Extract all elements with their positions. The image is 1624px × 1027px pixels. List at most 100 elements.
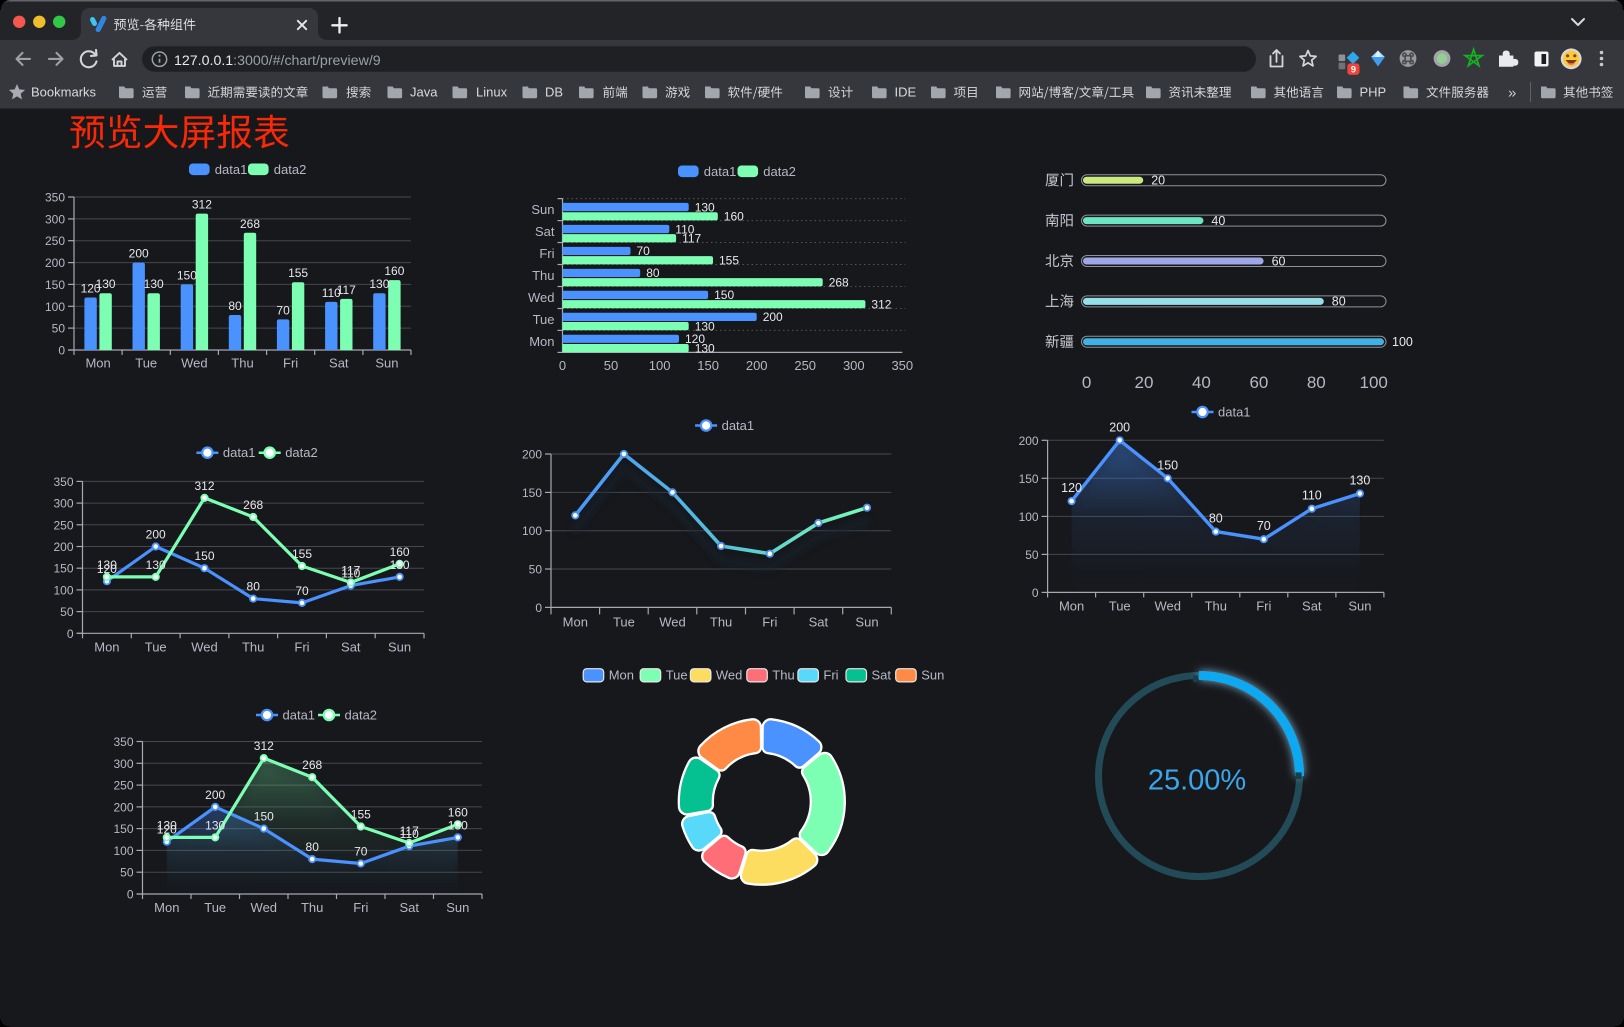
svg-text:data1: data1 (223, 445, 256, 460)
svg-text:50: 50 (604, 358, 618, 373)
svg-text:100: 100 (113, 844, 133, 858)
svg-text:80: 80 (1209, 512, 1223, 526)
svg-text:Sat: Sat (1302, 598, 1322, 613)
svg-text:110: 110 (322, 286, 341, 300)
svg-text:Tue: Tue (613, 614, 635, 629)
svg-text:130: 130 (448, 818, 468, 832)
svg-text:350: 350 (113, 735, 133, 749)
svg-text:Tue: Tue (1109, 598, 1131, 613)
svg-text:0: 0 (559, 358, 566, 373)
svg-text:130: 130 (157, 818, 177, 832)
svg-text:Thu: Thu (710, 614, 732, 629)
svg-text:120: 120 (157, 823, 177, 837)
svg-text:50: 50 (52, 322, 66, 336)
svg-text:Sun: Sun (1348, 598, 1371, 613)
svg-text:Fri: Fri (762, 614, 777, 629)
svg-text:Linux: Linux (476, 85, 508, 100)
svg-text:Wed: Wed (659, 614, 686, 629)
svg-text:40: 40 (1211, 214, 1225, 228)
svg-text:300: 300 (45, 212, 65, 226)
svg-text:40: 40 (1192, 373, 1211, 392)
svg-text:Mon: Mon (94, 639, 119, 654)
svg-text:100: 100 (45, 300, 65, 314)
svg-text:Tue: Tue (666, 668, 688, 683)
svg-text:150: 150 (113, 822, 133, 836)
svg-text:117: 117 (682, 232, 701, 246)
svg-text:Sun: Sun (855, 614, 878, 629)
svg-text:70: 70 (354, 845, 368, 859)
svg-text:50: 50 (120, 866, 134, 880)
svg-text:IDE: IDE (895, 85, 917, 100)
svg-text:Fri: Fri (1256, 598, 1271, 613)
svg-text:312: 312 (254, 739, 274, 753)
svg-text:250: 250 (53, 518, 73, 532)
svg-text:50: 50 (529, 563, 543, 577)
svg-text:110: 110 (675, 222, 694, 236)
svg-text:150: 150 (254, 810, 274, 824)
svg-text:268: 268 (243, 498, 263, 512)
svg-text:200: 200 (113, 800, 133, 814)
svg-text:Thu: Thu (301, 900, 323, 915)
svg-text:130: 130 (369, 277, 389, 291)
svg-text:200: 200 (522, 448, 542, 462)
svg-text:70: 70 (637, 244, 651, 258)
svg-text:200: 200 (763, 310, 783, 324)
svg-text:Sun: Sun (446, 900, 469, 915)
svg-text:Sat: Sat (341, 639, 361, 654)
svg-text:130: 130 (695, 200, 715, 214)
svg-text:120: 120 (81, 282, 101, 296)
svg-text:Fri: Fri (823, 668, 838, 683)
svg-text:80: 80 (646, 266, 660, 280)
svg-text:150: 150 (194, 549, 214, 563)
svg-text:300: 300 (843, 358, 865, 373)
svg-text:80: 80 (247, 580, 261, 594)
svg-text:312: 312 (192, 198, 212, 212)
svg-text:data2: data2 (763, 164, 796, 179)
svg-text:Tue: Tue (145, 639, 167, 654)
svg-text:60: 60 (1272, 254, 1286, 268)
svg-text:117: 117 (341, 564, 360, 578)
svg-text:155: 155 (288, 266, 308, 280)
svg-text:data1: data1 (283, 708, 316, 723)
svg-text:DB: DB (545, 85, 563, 100)
svg-text:80: 80 (228, 299, 242, 313)
svg-text:Fri: Fri (353, 900, 368, 915)
svg-text:50: 50 (1025, 548, 1039, 562)
svg-text:Sun: Sun (921, 668, 944, 683)
svg-text:150: 150 (1019, 472, 1039, 486)
svg-text:Thu: Thu (231, 356, 253, 371)
svg-text:100: 100 (1019, 510, 1039, 524)
svg-text:130: 130 (205, 818, 225, 832)
svg-text:130: 130 (96, 277, 116, 291)
svg-text:130: 130 (1349, 474, 1370, 488)
svg-text:Wed: Wed (528, 290, 555, 305)
svg-text:150: 150 (53, 562, 73, 576)
svg-text:117: 117 (337, 283, 356, 297)
svg-text:80: 80 (1307, 373, 1326, 392)
svg-text:130: 130 (695, 341, 715, 355)
svg-text:120: 120 (685, 332, 705, 346)
svg-text:Sat: Sat (329, 356, 349, 371)
svg-text:60: 60 (1249, 373, 1268, 392)
svg-text:Mon: Mon (529, 334, 554, 349)
svg-text:350: 350 (53, 475, 73, 489)
svg-text:Thu: Thu (772, 668, 794, 683)
svg-text:200: 200 (1019, 434, 1039, 448)
svg-text:312: 312 (871, 298, 891, 312)
svg-text:160: 160 (724, 210, 744, 224)
svg-text:Sat: Sat (809, 614, 829, 629)
svg-text:data2: data2 (274, 162, 307, 177)
svg-text:data1: data1 (722, 418, 755, 433)
svg-text:200: 200 (746, 358, 768, 373)
svg-text:Wed: Wed (181, 356, 208, 371)
svg-text:130: 130 (390, 558, 410, 572)
svg-text:250: 250 (794, 358, 816, 373)
svg-text:150: 150 (177, 268, 197, 282)
svg-text:Tue: Tue (135, 356, 157, 371)
svg-text:data2: data2 (345, 708, 378, 723)
svg-text:120: 120 (1061, 481, 1082, 495)
svg-text:200: 200 (129, 247, 149, 261)
svg-text:200: 200 (146, 528, 166, 542)
svg-text:70: 70 (276, 303, 290, 317)
svg-text:300: 300 (113, 757, 133, 771)
